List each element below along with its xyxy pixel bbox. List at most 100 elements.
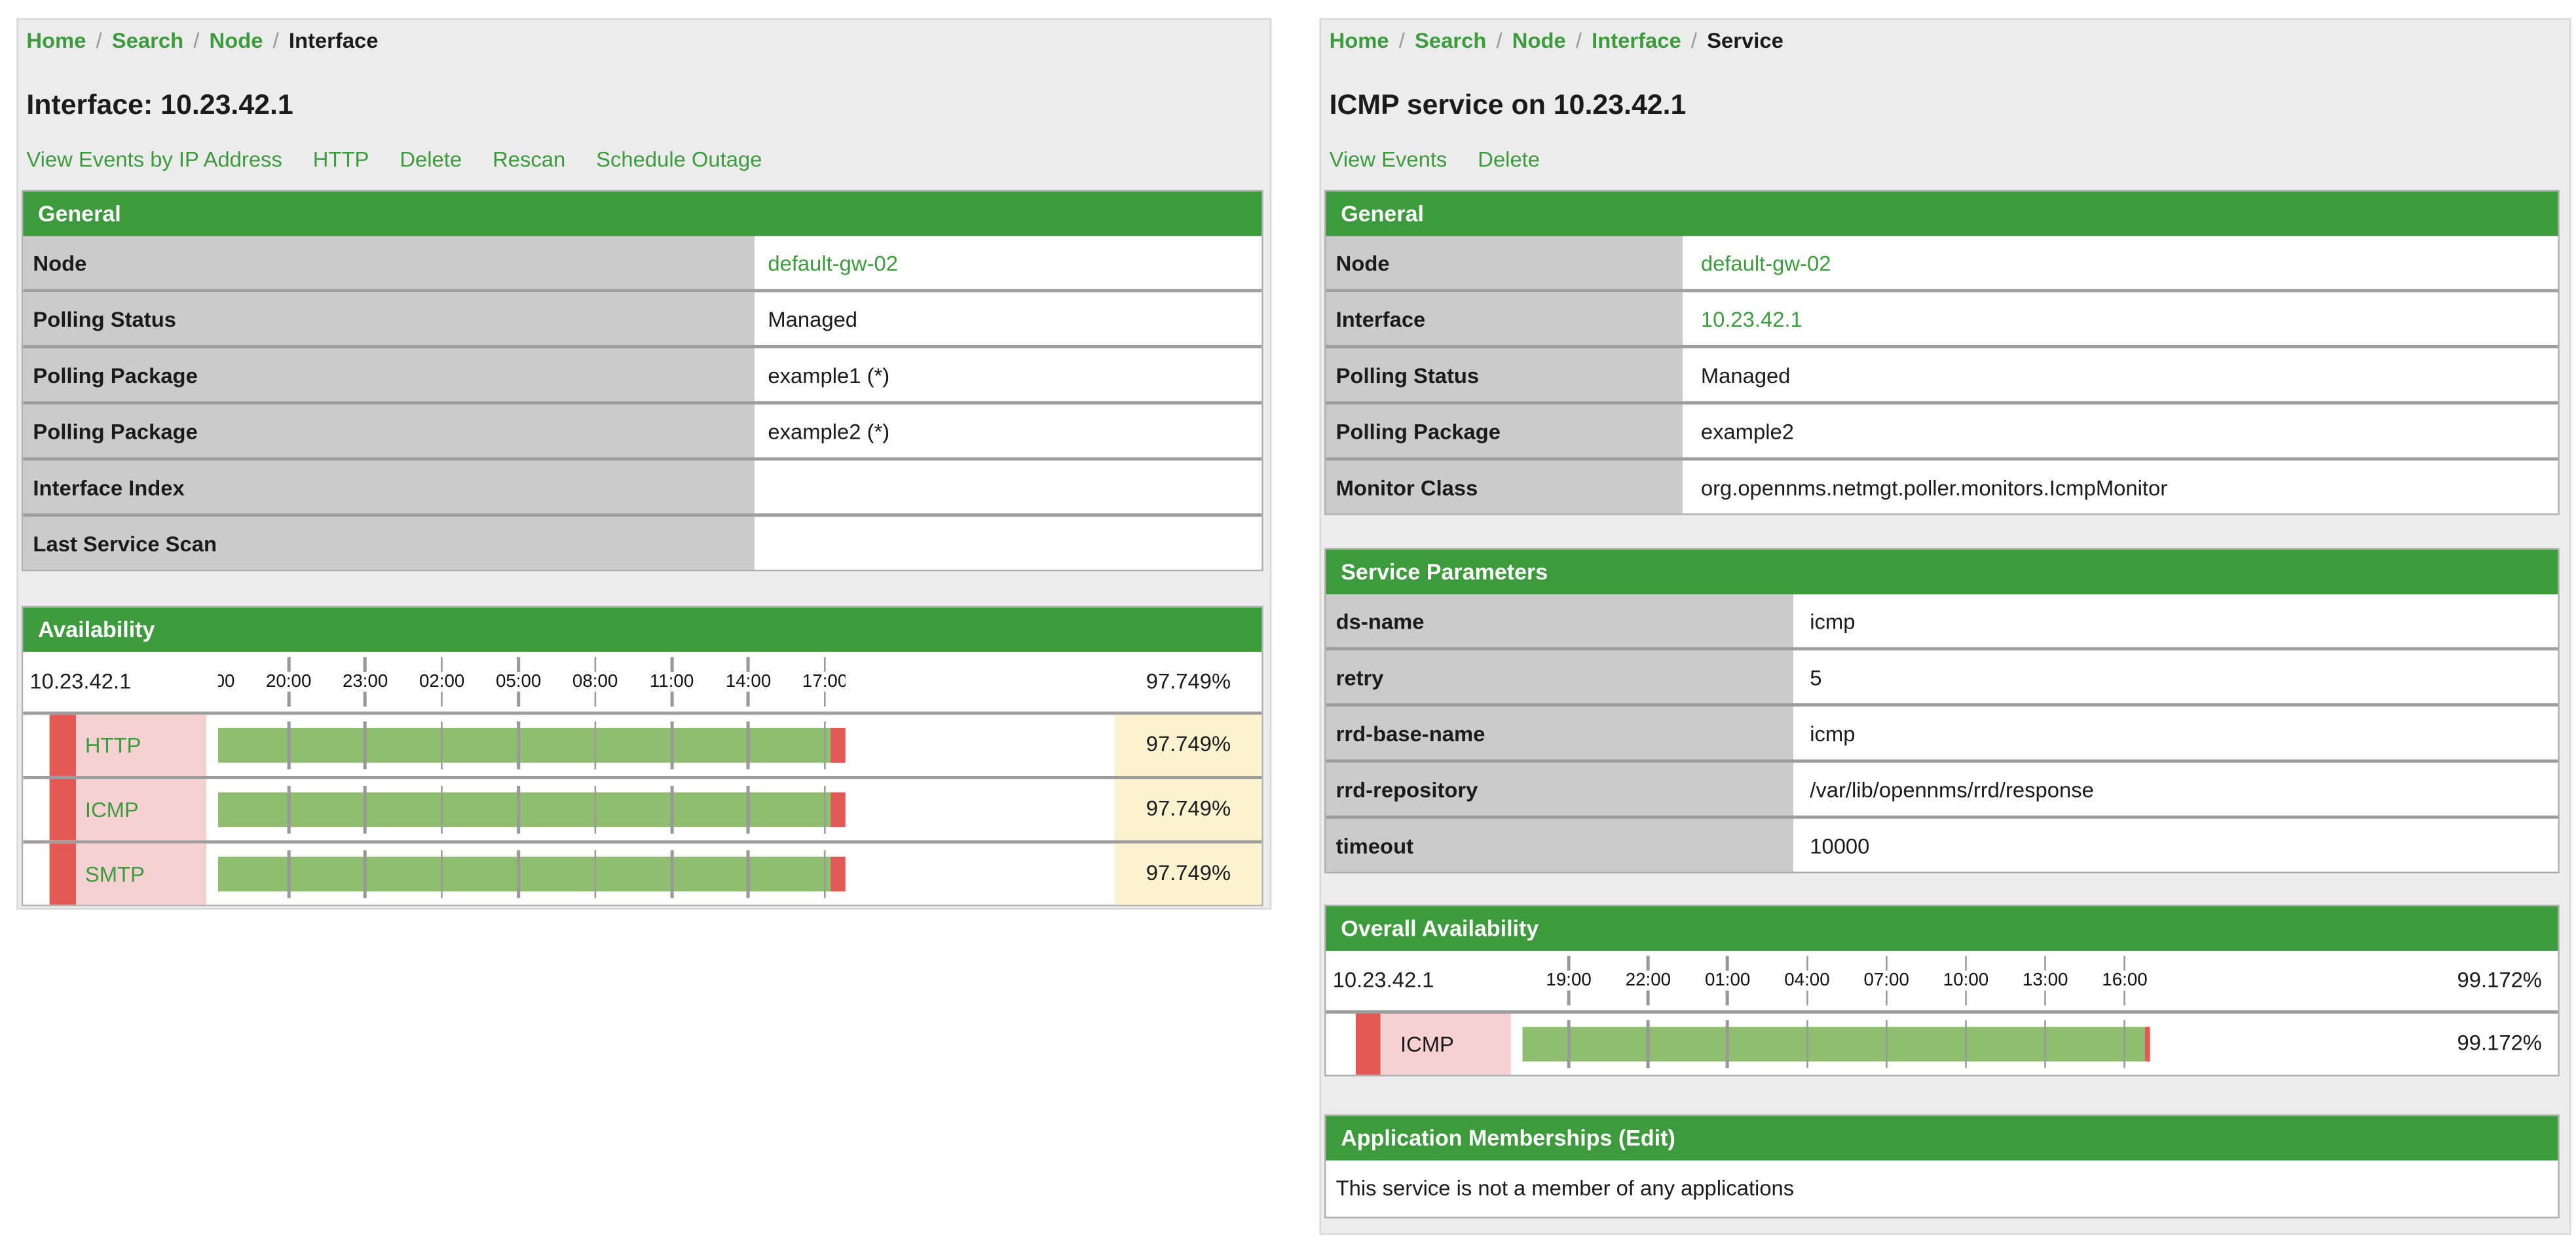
service-label-bg xyxy=(75,843,206,905)
table-row: Monitor Class org.opennms.netmgt.poller.… xyxy=(1326,457,2558,514)
row-value: 5 xyxy=(1793,647,2558,705)
axis-time-label: 10:00 xyxy=(1941,970,1990,991)
axis-time-label: 17:00 xyxy=(800,672,846,692)
table-row: ds-name icmp xyxy=(1326,594,2558,649)
table-row: Polling Package example2 xyxy=(1326,401,2558,459)
tick-line xyxy=(593,850,597,898)
row-label: Polling Package xyxy=(23,401,755,459)
node-link[interactable]: default-gw-02 xyxy=(768,249,898,275)
table-row: Node default-gw-02 xyxy=(23,236,1262,291)
availability-service-row: ICMP 99.172% xyxy=(1326,1010,2558,1075)
ip-address-label: 10.23.42.1 xyxy=(29,669,132,693)
tick-line xyxy=(747,786,750,834)
tick-line xyxy=(670,786,673,834)
breadcrumb-interface[interactable]: Interface xyxy=(1592,28,1681,53)
axis-time-label: 17:00 xyxy=(217,672,236,692)
tick-line xyxy=(593,786,597,834)
availability-table: Availability 10.23.42.1 17:00 20:00 23:00 0… xyxy=(21,606,1263,907)
table-row: Interface Index xyxy=(23,457,1262,515)
availability-header: Availability xyxy=(23,607,1262,652)
breadcrumb-home[interactable]: Home xyxy=(1329,28,1389,53)
availability-axis-row: 10.23.42.1 19:00 22:00 01:00 04:00 07:00 10:0… xyxy=(1326,951,2558,1010)
time-axis: 19:00 22:00 01:00 04:00 07:00 10:00 13:00 16:00 xyxy=(1521,951,2151,1010)
axis-time-label: 05:00 xyxy=(494,672,543,692)
page-title: Interface: 10.23.42.1 xyxy=(26,89,293,121)
breadcrumb-separator: / xyxy=(272,28,279,53)
service-icmp-link[interactable]: ICMP xyxy=(84,797,139,822)
view-events-link[interactable]: View Events xyxy=(1329,147,1447,172)
tick-line xyxy=(823,850,827,898)
tick-line xyxy=(593,721,597,769)
schedule-outage-link[interactable]: Schedule Outage xyxy=(596,147,762,172)
axis-time-label: 11:00 xyxy=(648,672,696,692)
table-row: rrd-base-name icmp xyxy=(1326,703,2558,762)
overall-availability-value: 99.172% xyxy=(2457,967,2542,993)
delete-link[interactable]: Delete xyxy=(400,147,462,172)
breadcrumb-separator: / xyxy=(1575,28,1582,53)
action-links: View Events Delete xyxy=(1330,147,2569,173)
service-http-link[interactable]: HTTP xyxy=(84,733,141,758)
table-row: retry 5 xyxy=(1326,647,2558,705)
breadcrumb: Home / Search / Node / Interface / Service xyxy=(1321,20,2569,53)
tick-line xyxy=(517,850,520,898)
delete-link[interactable]: Delete xyxy=(1478,147,1540,172)
table-row: Polling Package example2 (*) xyxy=(23,401,1262,459)
service-label-bg xyxy=(75,779,206,841)
table-row: Polling Package example1 (*) xyxy=(23,344,1262,403)
axis-time-label: 22:00 xyxy=(1624,970,1673,991)
service-parameters-header: Service Parameters xyxy=(1326,549,2558,595)
value-cell-bg xyxy=(1114,779,1262,841)
row-value xyxy=(755,513,1262,570)
application-memberships-body: This service is not a member of any appl… xyxy=(1326,1160,2558,1217)
breadcrumb-node[interactable]: Node xyxy=(1512,28,1566,53)
table-row: timeout 10000 xyxy=(1326,815,2558,872)
availability-service-row: ICMP 97.749% xyxy=(23,775,1262,841)
availability-down-segment xyxy=(2145,1025,2151,1061)
tick-line xyxy=(823,721,827,769)
breadcrumb-separator: / xyxy=(96,28,102,53)
breadcrumb-node[interactable]: Node xyxy=(209,28,263,53)
tick-line xyxy=(1647,1020,1650,1069)
general-header: General xyxy=(23,191,1262,236)
rescan-link[interactable]: Rescan xyxy=(493,147,566,172)
general-table: General Node default-gw-02 Polling Statu… xyxy=(21,189,1263,572)
availability-up-segment xyxy=(217,791,832,826)
status-red-block xyxy=(49,843,75,905)
tick-line xyxy=(364,850,367,898)
tick-line xyxy=(670,850,673,898)
tick-line xyxy=(823,786,827,834)
table-row: Last Service Scan xyxy=(23,513,1262,570)
tick-line xyxy=(1885,1020,1888,1069)
breadcrumb-service: Service xyxy=(1707,28,1783,53)
interface-link[interactable]: 10.23.42.1 xyxy=(1700,306,1802,331)
row-label: Interface Index xyxy=(23,457,755,515)
tick-line xyxy=(287,786,290,834)
row-value: icmp xyxy=(1793,594,2558,649)
tick-line xyxy=(1806,1020,1808,1069)
availability-down-segment xyxy=(831,856,846,891)
breadcrumb-home[interactable]: Home xyxy=(26,28,86,53)
axis-time-label: 13:00 xyxy=(2021,970,2070,991)
application-memberships-header[interactable]: Application Memberships (Edit) xyxy=(1326,1116,2558,1161)
row-value: Managed xyxy=(755,289,1262,347)
service-parameters-table: Service Parameters ds-name icmp retry 5 … xyxy=(1324,548,2560,873)
tick-line xyxy=(517,721,520,769)
availability-bar xyxy=(217,856,846,891)
tick-line xyxy=(364,721,367,769)
row-label: Interface xyxy=(1326,289,1683,347)
breadcrumb-search[interactable]: Search xyxy=(111,28,184,53)
tick-line xyxy=(287,721,290,769)
http-link[interactable]: HTTP xyxy=(312,147,369,172)
axis-time-label: 01:00 xyxy=(1703,970,1752,991)
node-link[interactable]: default-gw-02 xyxy=(1700,249,1831,275)
availability-up-segment xyxy=(1521,1025,2146,1061)
service-availability-value: 97.749% xyxy=(1146,860,1231,885)
breadcrumb-separator: / xyxy=(1398,28,1405,53)
row-value: example1 (*) xyxy=(755,344,1262,403)
tick-line xyxy=(747,850,750,898)
service-smtp-link[interactable]: SMTP xyxy=(84,862,145,887)
service-availability-value: 99.172% xyxy=(2457,1030,2542,1056)
row-label: retry xyxy=(1326,647,1794,705)
breadcrumb-search[interactable]: Search xyxy=(1415,28,1487,53)
view-events-by-ip-link[interactable]: View Events by IP Address xyxy=(26,147,282,172)
